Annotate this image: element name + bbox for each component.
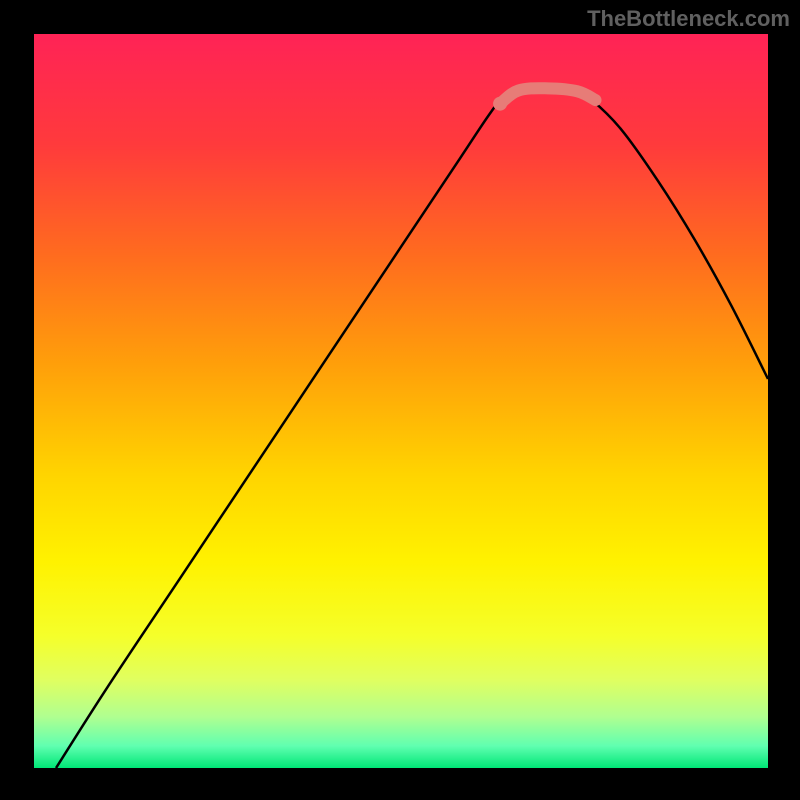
optimal-point-marker (493, 97, 507, 111)
watermark-text: TheBottleneck.com (587, 6, 790, 32)
plot-background (34, 34, 768, 768)
bottleneck-chart (0, 0, 800, 800)
